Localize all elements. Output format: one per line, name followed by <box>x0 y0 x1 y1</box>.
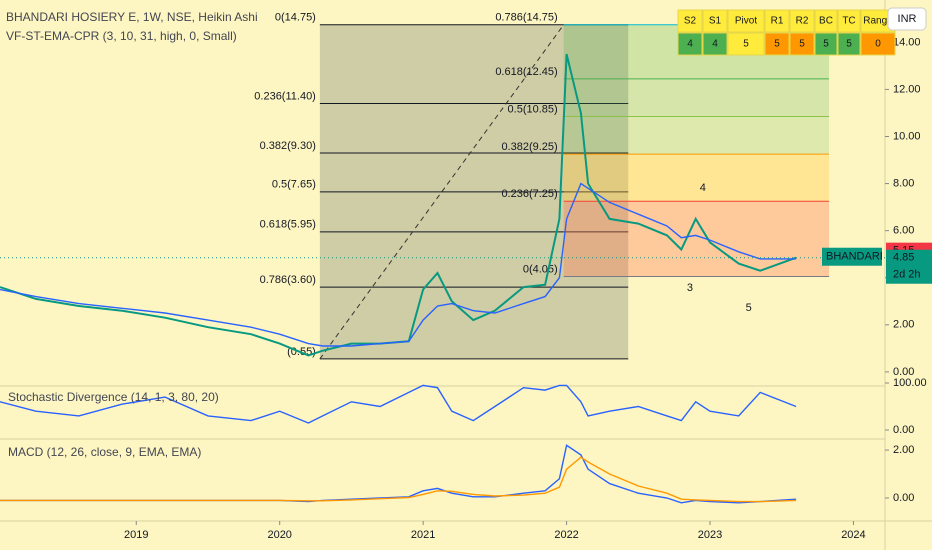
fib-trend <box>319 24 565 360</box>
fib-label: 0(4.05) <box>523 263 558 275</box>
table-header: R2 <box>796 16 809 27</box>
table-value-cell <box>702 32 728 56</box>
table-value: 4 <box>687 39 693 50</box>
series-line <box>0 53 797 357</box>
marks: 0(14.75) 0.236(11.40) 0.382(9.30) 0.5(7.65)… <box>0 9 932 541</box>
y-tick-label: 2.00 <box>893 444 914 456</box>
fib-zone <box>563 116 830 155</box>
wave-label: 4 <box>700 182 706 194</box>
table-value-cell <box>814 32 838 56</box>
table-value: 5 <box>823 39 829 50</box>
fib-label: 0.5(7.65) <box>272 179 316 191</box>
table-header: BC <box>819 16 833 27</box>
table-header-cell <box>789 9 815 33</box>
table-header: S1 <box>709 16 722 27</box>
table-header-cell <box>677 9 703 33</box>
table-header-cell <box>727 9 765 33</box>
y-tick-label: 6.00 <box>893 225 914 237</box>
table-value-cell <box>764 32 790 56</box>
y-tick-label: 2.00 <box>893 319 914 331</box>
indicator-label: MACD (12, 26, close, 9, EMA, EMA) <box>8 445 201 459</box>
table-header-cell <box>814 9 838 33</box>
fib-zone <box>319 191 629 232</box>
wave-label: 5 <box>746 302 752 314</box>
table-value-cell <box>860 32 896 56</box>
table-value: 5 <box>846 39 852 50</box>
fib-zone <box>319 152 629 192</box>
y-tick-label: 12.00 <box>893 83 921 95</box>
x-tick-label: 2024 <box>841 529 865 541</box>
price-label: 4.85 <box>893 252 914 264</box>
table-value: 5 <box>743 39 749 50</box>
fib-label: 0.236(7.25) <box>501 188 557 200</box>
table-header-cell <box>837 9 861 33</box>
fib-zone <box>319 231 629 288</box>
fib-label: 0.236(11.40) <box>254 90 316 102</box>
series-line <box>0 182 797 347</box>
series-line <box>0 456 797 503</box>
y-tick-label: 8.00 <box>893 177 914 189</box>
fib-label: 0(14.75) <box>275 12 316 24</box>
fib-zone <box>563 154 830 202</box>
y-tick-label: 10.00 <box>893 130 921 142</box>
x-tick-label: 2023 <box>698 529 722 541</box>
currency-label[interactable]: INR <box>898 13 917 25</box>
table-value-cell <box>789 32 815 56</box>
symbol-tag: BHANDARI <box>826 251 883 263</box>
fib-zone <box>563 78 830 117</box>
fib-zone <box>319 103 629 153</box>
y-tick-label: 0.00 <box>893 424 914 436</box>
table-header: TC <box>842 16 855 27</box>
table-header: R1 <box>771 16 784 27</box>
indicator-label: Stochastic Divergence (14, 1, 3, 80, 20) <box>8 390 219 404</box>
symbol-tag-box <box>822 247 882 266</box>
series-line <box>0 384 797 424</box>
table-header-cell <box>764 9 790 33</box>
fib-zone <box>319 24 629 104</box>
fib-label: 0.786(3.60) <box>260 274 316 286</box>
y-tick-label: 100.00 <box>893 377 927 389</box>
fib-label: 0.618(5.95) <box>260 219 316 231</box>
fib-zone <box>563 201 830 277</box>
table-value-cell <box>727 32 765 56</box>
x-tick-label: 2021 <box>411 529 435 541</box>
table-header: Pivot <box>735 16 757 27</box>
fib-label: 0.382(9.30) <box>260 140 316 152</box>
table-header: S2 <box>684 16 697 27</box>
indicator-label: VF-ST-EMA-CPR (3, 10, 31, high, 0, Small… <box>6 29 237 43</box>
chart-title: BHANDARI HOSIERY E, 1W, NSE, Heikin Ashi <box>6 10 258 24</box>
table-value-cell <box>677 32 703 56</box>
y-tick-label: 14.00 <box>893 36 921 48</box>
x-tick-label: 2022 <box>554 529 578 541</box>
countdown: 2d 2h <box>893 269 921 281</box>
table-value: 0 <box>875 39 881 50</box>
table-value: 5 <box>774 39 780 50</box>
table-value-cell <box>837 32 861 56</box>
x-tick-label: 2019 <box>124 529 148 541</box>
fib-zone <box>319 287 629 359</box>
x-tick-label: 2020 <box>267 529 291 541</box>
table-header-cell <box>702 9 728 33</box>
fib-label: 0.5(10.85) <box>508 103 558 115</box>
table-value: 4 <box>712 39 718 50</box>
fib-label: 0.786(14.75) <box>495 12 557 24</box>
fib-label: 0.618(12.45) <box>495 66 557 78</box>
y-tick-label: 0.00 <box>893 366 914 378</box>
wave-label: 3 <box>687 282 693 294</box>
y-tick-label: 0.00 <box>893 492 914 504</box>
currency-button[interactable] <box>887 7 927 31</box>
fib-label: 0.382(9.25) <box>501 141 557 153</box>
price-label-box <box>886 249 932 284</box>
table-header: Range <box>863 16 893 27</box>
table-value: 5 <box>799 39 805 50</box>
